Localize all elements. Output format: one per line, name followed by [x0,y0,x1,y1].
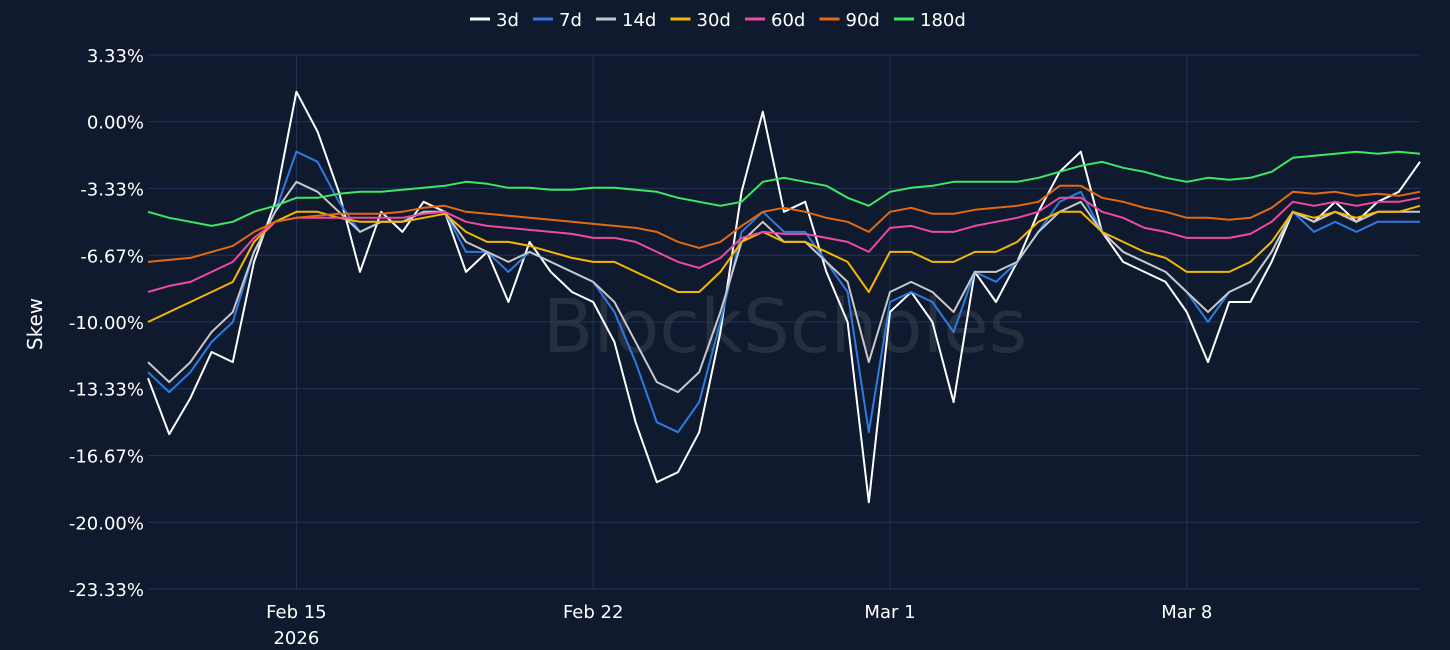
grid-lines [148,54,1420,590]
legend-label: 30d [697,10,731,31]
legend-item-90d[interactable]: 90d [819,10,880,31]
series-line-90d [147,184,1421,263]
series-line-60d [147,196,1421,293]
y-axis-label: Skew [23,298,47,350]
legend-label: 7d [559,10,582,31]
legend-label: 180d [920,10,966,31]
y-tick-label: -23.33% [69,580,144,601]
series-layer [147,90,1421,504]
y-tick-label: -10.00% [69,313,144,334]
legend-label: 60d [771,10,805,31]
x-tick-label: Feb 15 [266,602,327,623]
legend-item-3d[interactable]: 3d [470,10,519,31]
x-tick-label: Mar 8 [1161,602,1212,623]
legend-item-30d[interactable]: 30d [670,10,731,31]
series-line-3d [147,90,1421,504]
watermark-text: BlockScholes [543,284,1028,370]
y-tick-label: 0.00% [87,113,144,134]
legend-item-180d[interactable]: 180d [894,10,966,31]
y-tick-label: -13.33% [69,380,144,401]
legend-item-14d[interactable]: 14d [596,10,656,31]
series-line-180d [147,150,1421,227]
x-tick-label: Feb 22 [563,602,624,623]
y-tick-label: -20.00% [69,513,144,534]
y-axis: 3.33% 0.00% -3.33% -6.67% -10.00% -13.33% -16.… [69,46,144,601]
x-tick-sublabel: 2026 [273,628,319,649]
y-tick-label: -6.67% [80,246,144,267]
series-line-30d [147,204,1421,323]
x-tick-label: Mar 1 [864,602,915,623]
y-tick-label: -16.67% [69,447,144,468]
watermark: BlockScholes [543,284,1028,370]
y-tick-label: -3.33% [80,179,144,200]
legend-item-7d[interactable]: 7d [533,10,582,31]
x-axis: Feb 15 2026 Feb 22 Mar 1 Mar 8 [266,602,1212,649]
legend-label: 14d [622,10,656,31]
legend-label: 90d [846,10,880,31]
y-tick-label: 3.33% [87,46,144,67]
legend-label: 3d [496,10,519,31]
legend[interactable]: 3d 7d 14d 30d 60d 90d 180d [470,10,966,31]
legend-item-60d[interactable]: 60d [745,10,805,31]
